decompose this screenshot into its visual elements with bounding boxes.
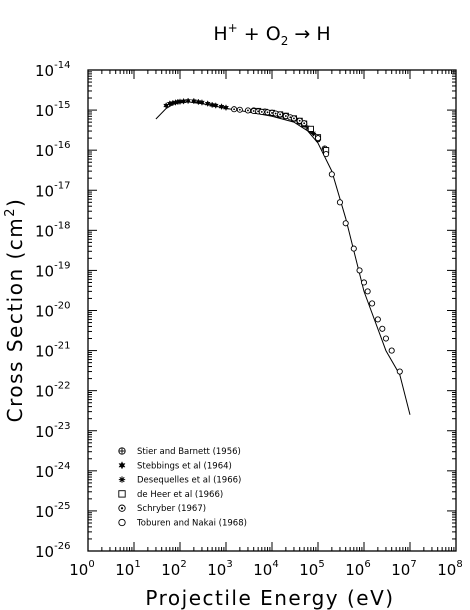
y-tick-label: 10-25 <box>35 501 70 521</box>
data-point <box>328 171 335 178</box>
data-point <box>314 135 322 142</box>
data-point <box>350 245 357 252</box>
y-tick-label: 10-18 <box>35 220 70 240</box>
legend-item: Stier and Barnett (1956) <box>118 447 241 457</box>
data-point <box>310 130 317 137</box>
data-point <box>307 125 314 132</box>
y-tick-label: 10-14 <box>35 60 70 80</box>
x-tick-label: 101 <box>115 559 140 579</box>
legend-label: Stebbings et al (1964) <box>137 461 232 471</box>
data-point <box>218 103 225 111</box>
data-point <box>185 97 192 105</box>
data-point <box>204 100 211 108</box>
legend-marker <box>118 490 126 498</box>
legend-marker <box>118 518 126 527</box>
data-point <box>323 151 330 158</box>
y-tick-label: 10-21 <box>35 341 70 361</box>
legend-item: Toburen and Nakai (1968) <box>118 518 247 529</box>
chart-title: H+ + O2 → H <box>213 21 330 48</box>
x-tick-label: 105 <box>299 559 324 579</box>
data-point <box>198 98 205 106</box>
y-tick-label: 10-15 <box>35 100 70 120</box>
legend-label: Stier and Barnett (1956) <box>137 447 241 457</box>
data-point <box>212 102 219 110</box>
data-point <box>231 106 238 113</box>
legend-item: de Heer et al (1966) <box>118 490 223 500</box>
x-tick-label: 103 <box>207 559 232 579</box>
x-tick-label: 106 <box>345 559 370 579</box>
y-tick-label: 10-17 <box>35 180 70 200</box>
data-points <box>163 97 403 375</box>
x-axis-label: Projectile Energy (eV) <box>145 586 394 610</box>
legend-item: Stebbings et al (1964) <box>118 461 232 471</box>
data-point <box>222 104 230 112</box>
y-tick-label: 10-19 <box>35 260 70 280</box>
data-point <box>364 288 371 295</box>
data-point <box>301 120 308 127</box>
y-tick-label: 10-24 <box>35 461 70 481</box>
legend: Stier and Barnett (1956) Stebbings et al … <box>118 447 247 529</box>
legend-item: Desequelles et al (1966) <box>118 476 241 486</box>
legend-label: de Heer et al (1966) <box>137 490 223 500</box>
data-point <box>369 300 376 307</box>
legend-marker <box>118 476 126 483</box>
legend-marker <box>118 461 126 470</box>
data-point <box>360 279 368 286</box>
fit-curve-group <box>155 101 411 415</box>
data-point <box>290 115 297 122</box>
x-tick-label: 104 <box>253 559 278 579</box>
data-point <box>374 316 381 323</box>
data-point <box>336 199 343 206</box>
data-point <box>236 106 243 113</box>
legend-marker <box>118 504 126 512</box>
y-tick-label: 10-26 <box>35 541 70 561</box>
legend-label: Schryber (1967) <box>137 504 206 514</box>
y-tick-labels: 10-26 10-25 10-24 10-23 10-22 10-21 10-20 10-19… <box>35 60 70 561</box>
legend-label: Desequelles et al (1966) <box>137 476 241 486</box>
y-tick-label: 10-16 <box>35 140 70 160</box>
data-point <box>382 335 389 342</box>
data-point <box>396 368 403 375</box>
legend-marker <box>118 447 126 455</box>
legend-item: Schryber (1967) <box>118 504 206 514</box>
data-point <box>258 108 265 115</box>
data-point <box>195 98 202 106</box>
data-point <box>388 347 395 354</box>
x-tick-label: 102 <box>161 559 186 579</box>
y-tick-label: 10-20 <box>35 301 70 321</box>
data-point <box>342 220 349 227</box>
data-point <box>190 97 197 105</box>
data-point <box>209 101 216 109</box>
y-tick-label: 10-23 <box>35 421 70 441</box>
data-point <box>277 111 284 118</box>
data-point <box>244 107 251 114</box>
fit-curve <box>155 101 411 415</box>
y-tick-label: 10-22 <box>35 381 70 401</box>
data-point <box>379 325 386 332</box>
axis-ticks <box>87 69 457 552</box>
data-point <box>356 267 363 274</box>
x-tick-labels: 100 101 102 103 104 105 106 107 108 <box>69 559 462 579</box>
legend-label: Toburen and Nakai (1968) <box>136 519 247 529</box>
x-tick-label: 100 <box>69 559 94 579</box>
x-tick-label: 107 <box>391 559 416 579</box>
y-axis-label: Cross Section (cm2) <box>3 198 27 423</box>
x-tick-label: 108 <box>437 559 462 579</box>
